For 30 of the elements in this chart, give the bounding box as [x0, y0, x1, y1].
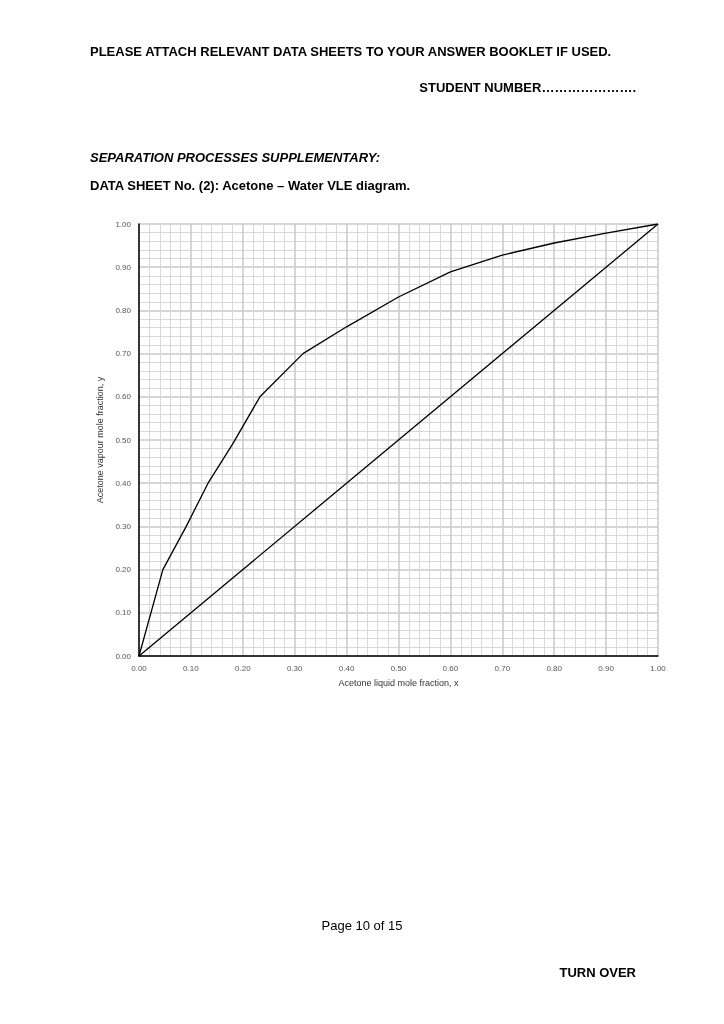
chart-title: DATA SHEET No. (2): Acetone – Water VLE diagram.: [90, 178, 411, 193]
x-tick-label: 1.00: [650, 663, 667, 673]
y-tick-label: 0.60: [115, 392, 132, 402]
y-tick-label: 0.00: [115, 651, 132, 661]
text: Page 10 of 15: [320, 918, 404, 933]
x-tick-label: 0.90: [598, 663, 615, 673]
y-axis-title: Acetone vapour mole fraction, y: [95, 376, 106, 504]
x-tick-label: 0.00: [131, 663, 148, 673]
x-axis-title: Acetone liquid mole fraction, x: [338, 677, 460, 688]
y-tick-label: 0.50: [115, 435, 132, 445]
x-tick-label: 0.10: [183, 663, 200, 673]
x-tick-label: 0.70: [494, 663, 511, 673]
text: TURN OVER: [559, 965, 636, 980]
y-tick-label: 1.00: [115, 219, 132, 229]
x-tick-label: 0.50: [390, 663, 407, 673]
x-tick-label: 0.40: [338, 663, 355, 673]
y-tick-label: 0.40: [115, 478, 132, 488]
text: STUDENT NUMBER………………….: [419, 80, 636, 95]
x-tick-label: 0.20: [235, 663, 252, 673]
text: PLEASE ATTACH RELEVANT DATA SHEETS TO YOUR ANSWER BOOKLET IF USED.: [90, 44, 612, 59]
y-tick-label: 0.20: [115, 565, 132, 575]
chart-subtitle: SEPARATION PROCESSES SUPPLEMENTARY:: [90, 150, 381, 165]
y-tick-label: 0.80: [115, 305, 132, 315]
x-tick-label: 0.30: [286, 663, 304, 673]
y-tick-label: 0.30: [115, 521, 132, 531]
y-tick-label: 0.70: [115, 349, 132, 359]
y-tick-label: 0.90: [115, 262, 132, 272]
x-tick-label: 0.60: [442, 663, 459, 673]
x-tick-label: 0.80: [546, 663, 563, 673]
y-tick-label: 0.10: [115, 608, 132, 618]
